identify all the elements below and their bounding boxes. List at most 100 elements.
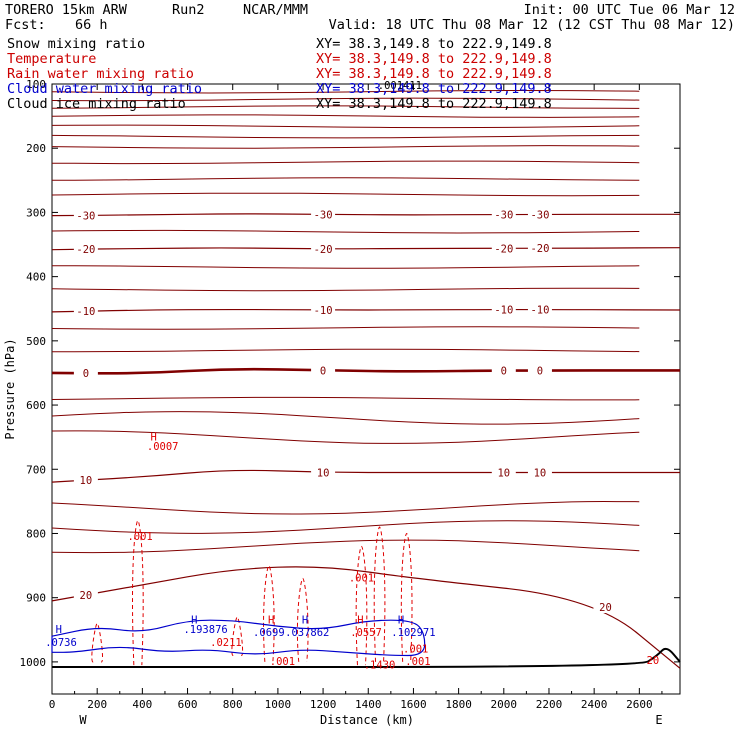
isotherm-label: 0: [320, 365, 326, 377]
run-name: Run2: [172, 2, 205, 18]
east-end-label: E: [655, 713, 662, 727]
isotherm-label-bg: [527, 303, 552, 316]
mixing-ratio-label: .0699: [253, 627, 285, 639]
mixing-ratio-label: 20: [647, 655, 660, 667]
isotherm-line: [51, 501, 640, 515]
isotherm-label-bg: [491, 466, 516, 479]
rain-contour: [296, 577, 309, 662]
mixing-ratio-label: .0557: [350, 627, 382, 639]
isotherm-label: 20: [80, 590, 93, 602]
y-tick-label: 700: [26, 463, 46, 476]
isotherm-10: [51, 469, 680, 483]
isotherm-label-bg: [311, 304, 336, 317]
rain-contour: [373, 526, 386, 662]
x-tick-label: 1400: [355, 698, 382, 711]
mixing-ratio-label: .001: [405, 656, 430, 668]
field-xy-cloud-water: XY= 38.3,149.8 to 222.9,149.8: [316, 81, 552, 97]
isotherm-label-bg: [527, 466, 552, 479]
isotherm-label-bg: [491, 303, 516, 316]
isotherm-line: [51, 411, 640, 425]
isotherm-20: [51, 566, 681, 669]
mixing-ratio-label: H: [56, 624, 62, 636]
isotherm-label-bg: [311, 364, 336, 377]
isotherm-label: -10: [314, 305, 333, 317]
rain-contour: [131, 520, 144, 666]
field-xy-snow: XY= 38.3,149.8 to 222.9,149.8: [316, 36, 552, 52]
isotherm-line: [51, 89, 640, 94]
isotherm-label-bg: [491, 364, 516, 377]
isotherm-label: -30: [530, 209, 549, 221]
field-xy-temperature: XY= 38.3,149.8 to 222.9,149.8: [316, 51, 552, 67]
rain-contour: [91, 622, 104, 663]
isotherm-label-bg: [311, 466, 336, 479]
isotherm-line: [51, 287, 640, 292]
forecast-label: Fcst:: [5, 17, 46, 33]
isotherm-label: -20: [76, 244, 95, 256]
isotherm-label: 10: [534, 467, 547, 479]
isotherm-line: [51, 97, 640, 102]
mixing-ratio-label: .102971: [391, 627, 435, 639]
isotherm-0: [51, 367, 680, 375]
terrain-line: [51, 647, 681, 669]
x-tick-label: 1000: [265, 698, 292, 711]
y-tick-label: 200: [26, 142, 46, 155]
y-tick-label: 400: [26, 271, 46, 284]
y-axis-title: Pressure (hPa): [3, 338, 17, 439]
isotherm-label: 0: [83, 368, 89, 380]
isotherm-label: 0: [537, 365, 543, 377]
mixing-ratio-label: .001: [349, 573, 374, 585]
x-axis-title: Distance (km): [320, 713, 414, 727]
mixing-ratio-label: .193876: [183, 624, 227, 636]
y-tick-label: 900: [26, 592, 46, 605]
isotherm-line: [51, 105, 640, 109]
isotherm-label-bg: [73, 305, 98, 318]
rain-contour: [263, 565, 275, 662]
mixing-ratio-label: .001: [127, 531, 152, 543]
rain-contour: [355, 545, 368, 666]
field-name-cloud-water: Cloud water mixing ratio: [7, 81, 202, 97]
isotherm-label-bg: [311, 243, 336, 256]
isotherm-line: [51, 134, 640, 139]
x-tick-label: 2600: [626, 698, 653, 711]
contour-layer: [51, 89, 681, 669]
y-tick-label: 100: [26, 78, 46, 91]
isotherm-label: 0: [501, 365, 507, 377]
x-tick-label: 600: [178, 698, 198, 711]
mixing-ratio-label: H: [191, 614, 197, 626]
field-name-cloud-ice: Cloud ice mixing ratio: [7, 96, 186, 112]
mixing-ratio-label: H: [268, 614, 274, 626]
field-name-rain: Rain water mixing ratio: [7, 66, 194, 82]
isotherm-label: -30: [494, 209, 513, 221]
x-tick-label: 2400: [581, 698, 608, 711]
mixing-ratio-layer: [51, 520, 426, 666]
mixing-ratio-label: H: [150, 431, 156, 443]
isotherm-label: 10: [80, 475, 93, 487]
init-time: Init: 00 UTC Tue 06 Mar 12: [524, 2, 735, 18]
plot-frame: [51, 83, 681, 695]
isotherm-label-bg: [527, 208, 552, 221]
mixing-ratio-label: .001: [270, 656, 295, 668]
isotherm-line: [51, 326, 640, 330]
isotherm-label-bg: [73, 588, 98, 601]
x-tick-label: 1600: [400, 698, 427, 711]
field-legend: Snow mixing ratio XY= 38.3,149.8 to 222.…: [7, 36, 552, 112]
y-tick-label: 500: [26, 335, 46, 348]
mixing-ratio-label: H: [357, 614, 363, 626]
y-tick-label: 800: [26, 527, 46, 540]
x-tick-label: 2200: [536, 698, 563, 711]
mixing-ratio-label: H: [302, 614, 308, 626]
y-tick-label: 300: [26, 206, 46, 219]
mixing-ratio-label: .0007: [147, 441, 179, 453]
isotherm-label-bg: [73, 243, 98, 256]
isotherm-label: 10: [317, 467, 330, 479]
isotherm-label: -20: [314, 244, 333, 256]
valid-time: Valid: 18 UTC Thu 08 Mar 12 (12 CST Thu …: [329, 17, 735, 33]
y-tick-label: 600: [26, 399, 46, 412]
isotherm--30: [51, 213, 680, 217]
isotherm-label-bg: [491, 242, 516, 255]
x-tick-label: 2000: [491, 698, 518, 711]
field-name-temperature: Temperature: [7, 51, 96, 67]
isotherm-label: -10: [530, 305, 549, 317]
rain-contour: [231, 616, 244, 656]
